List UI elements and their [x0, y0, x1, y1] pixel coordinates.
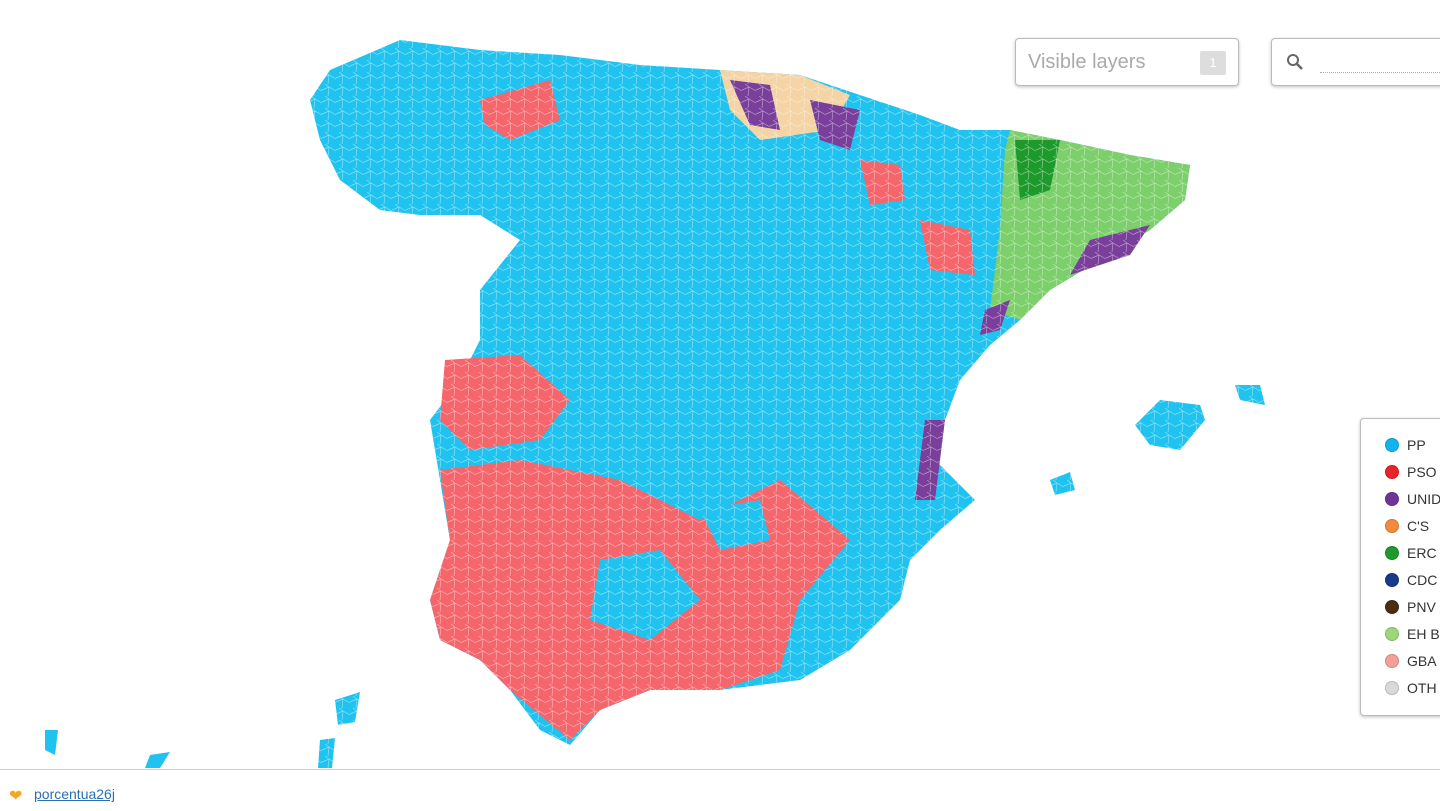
legend-item: ERC: [1385, 539, 1440, 566]
legend-swatch: [1385, 518, 1399, 533]
footer: ❤ porcentua26j: [0, 769, 1440, 811]
legend-swatch: [1385, 464, 1399, 479]
legend-item: PNV: [1385, 593, 1440, 620]
legend-swatch: [1385, 599, 1399, 614]
legend-item: C'S: [1385, 512, 1440, 539]
heart-icon: ❤: [9, 788, 23, 805]
legend-item: CDC: [1385, 566, 1440, 593]
legend-label: C'S: [1407, 517, 1430, 534]
legend-swatch: [1385, 437, 1399, 452]
legend-swatch: [1385, 491, 1399, 506]
legend-item: EH B: [1385, 620, 1440, 647]
legend-label: GBA: [1407, 652, 1437, 669]
legend-item: OTH: [1385, 674, 1440, 701]
legend-label: PP: [1407, 436, 1426, 453]
search-icon: [1287, 54, 1303, 70]
election-map: [45, 30, 1270, 770]
legend-swatch: [1385, 545, 1399, 560]
legend-label: PNV: [1407, 598, 1436, 615]
legend-label: ERC: [1407, 544, 1437, 561]
layers-label: Visible layers: [1028, 51, 1146, 73]
legend-label: PSO: [1407, 463, 1437, 480]
legend-swatch: [1385, 626, 1399, 641]
search-box[interactable]: [1271, 38, 1440, 86]
legend-swatch: [1385, 653, 1399, 668]
municipality-grain: [300, 30, 1270, 770]
legend-item: PSO: [1385, 458, 1440, 485]
layers-button[interactable]: Visible layers 1: [1015, 38, 1239, 86]
legend-item: GBA: [1385, 647, 1440, 674]
legend-label: EH B: [1407, 625, 1440, 642]
legend-label: CDC: [1407, 571, 1438, 588]
legend-item: UNID: [1385, 485, 1440, 512]
legend: PP PSO UNID C'S ERC CDC PNV EH B GBA OTH: [1360, 418, 1440, 716]
search-input[interactable]: [1320, 72, 1440, 73]
legend-item: PP: [1385, 431, 1440, 458]
legend-swatch: [1385, 572, 1399, 587]
legend-label: UNID: [1407, 490, 1440, 507]
footer-link[interactable]: porcentua26j: [34, 786, 115, 802]
legend-swatch: [1385, 680, 1399, 695]
layers-count: 1: [1200, 51, 1226, 75]
legend-label: OTH: [1407, 679, 1437, 696]
